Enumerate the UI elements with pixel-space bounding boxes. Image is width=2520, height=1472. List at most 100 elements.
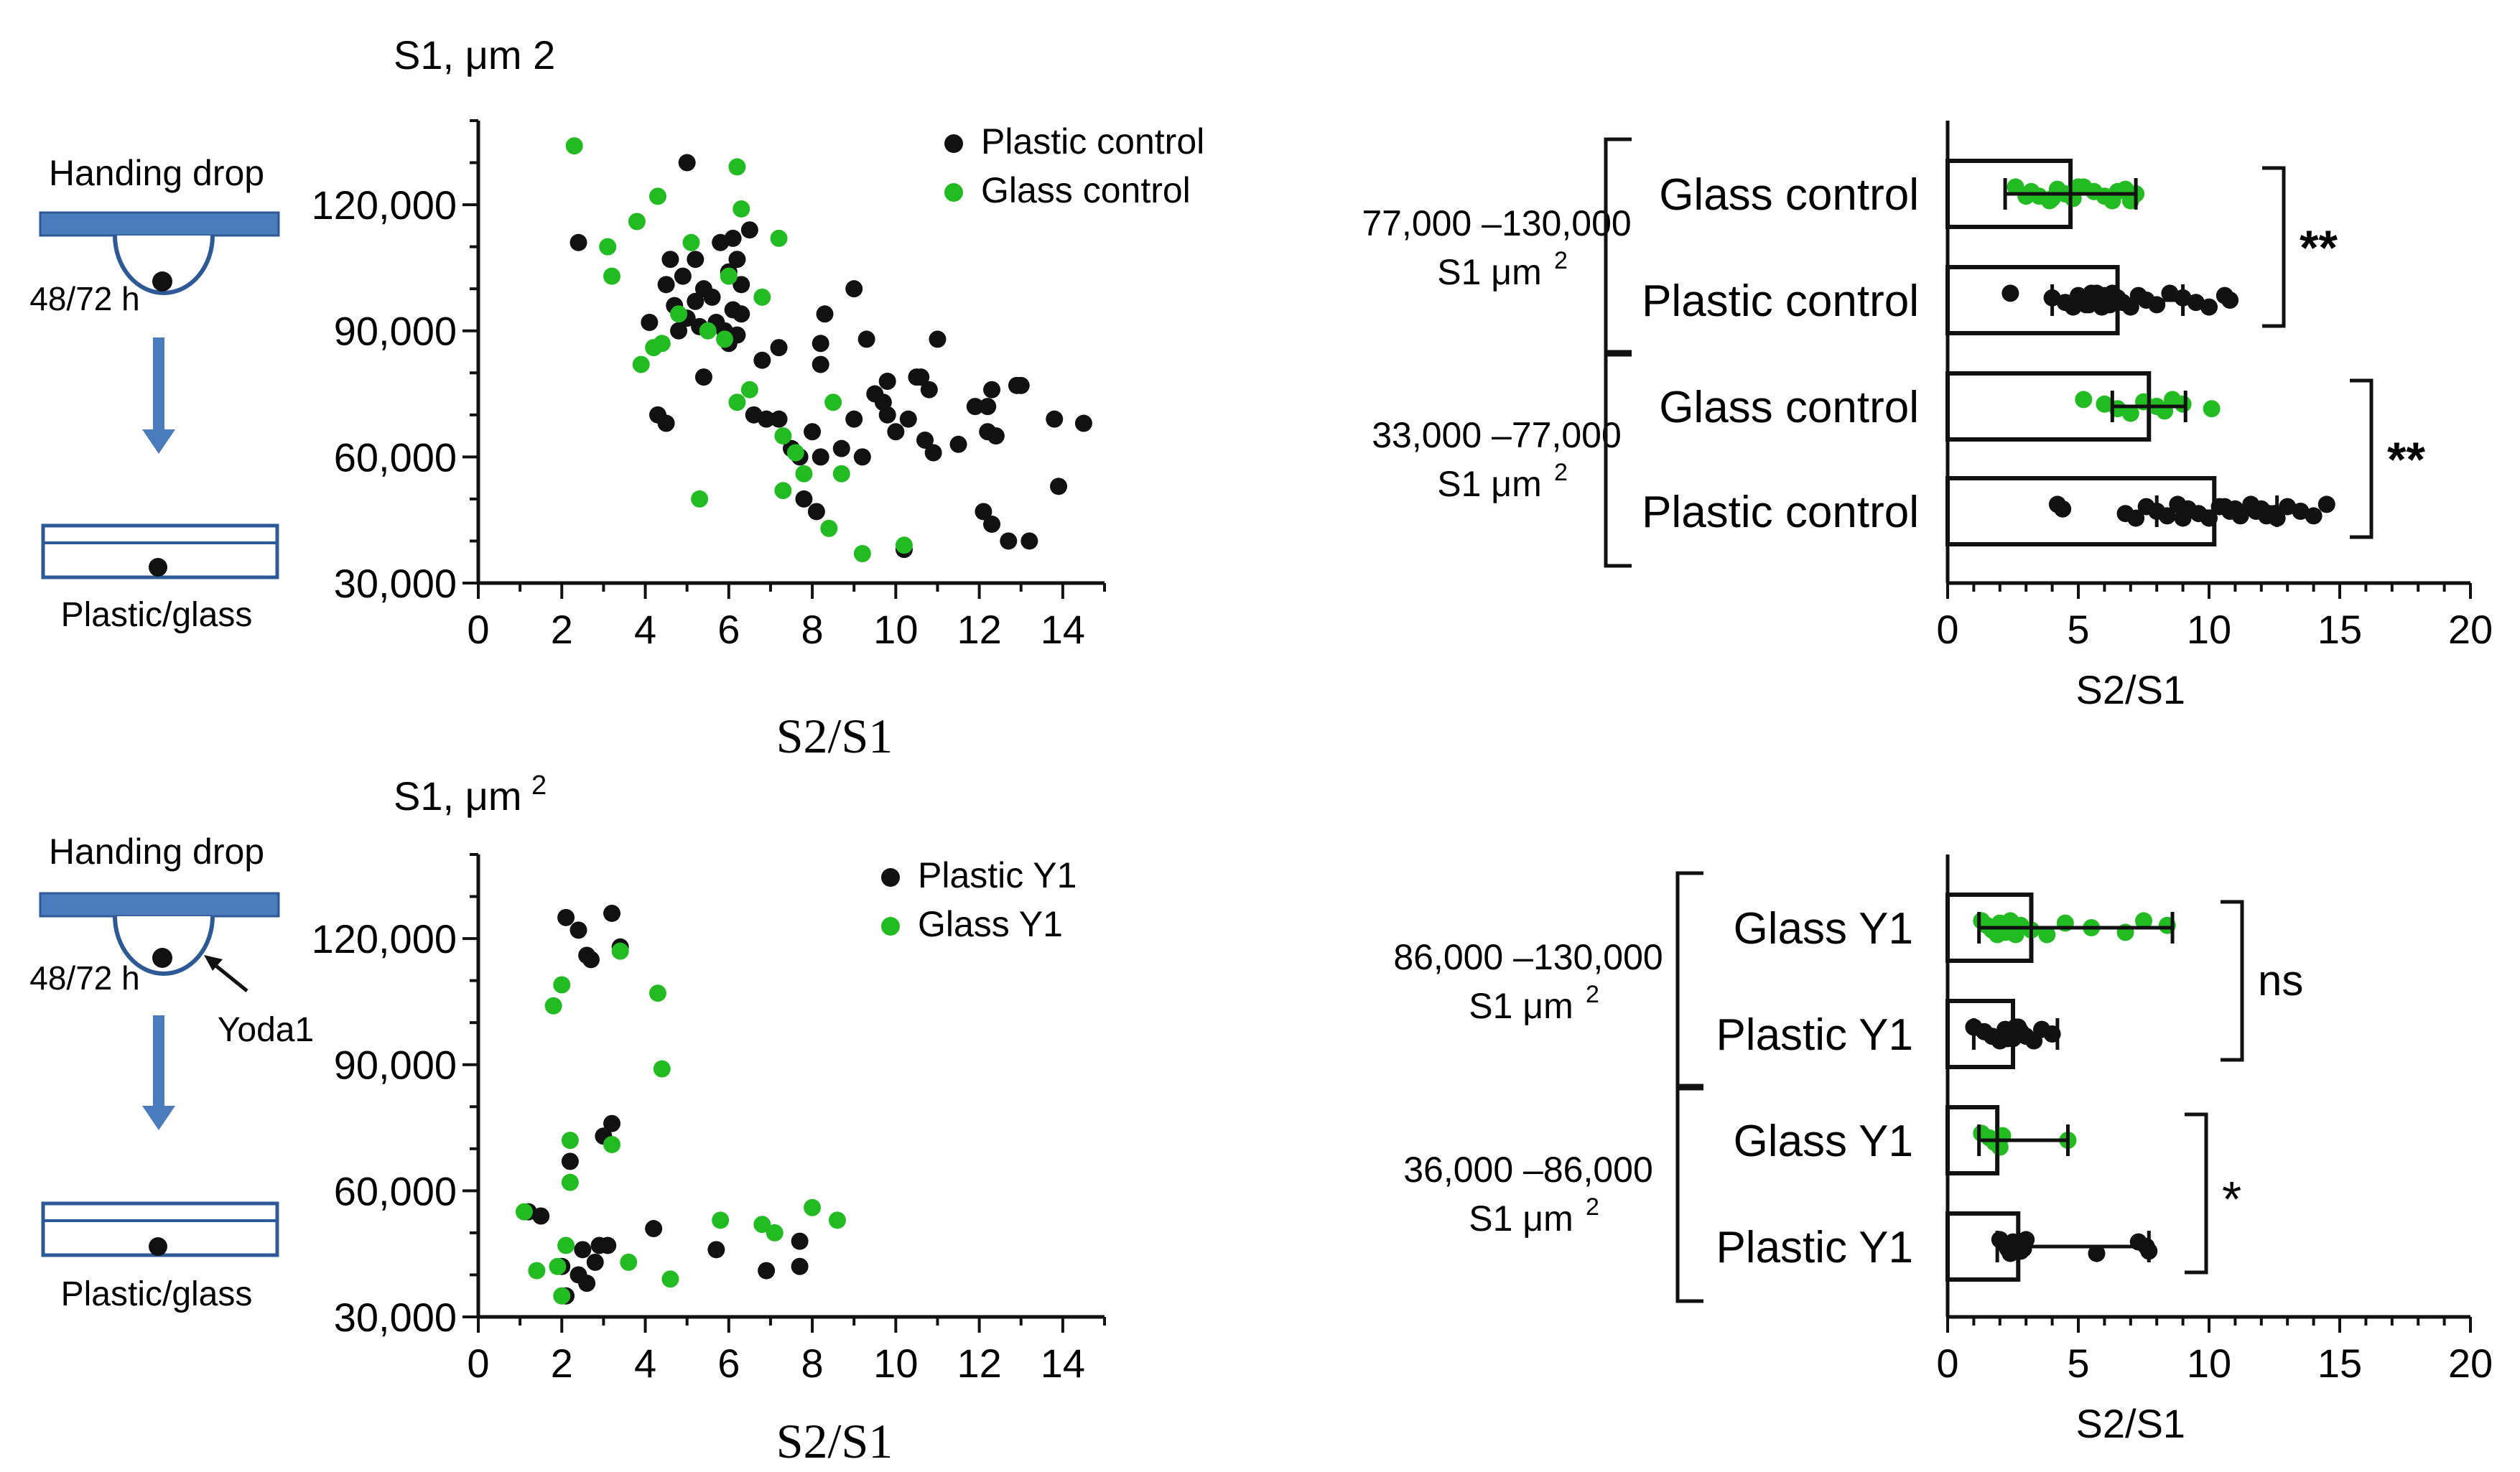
bar-point: [1996, 1235, 2014, 1253]
plated-cell: [149, 558, 167, 577]
scatter-point: [899, 410, 917, 428]
scatter-point: [561, 1132, 579, 1150]
y-tick-label: 120,000: [312, 182, 457, 228]
scatter-point: [648, 984, 666, 1002]
scatter-point: [528, 1262, 546, 1280]
y-tick-label: 30,000: [334, 1295, 457, 1340]
scatter-point: [816, 305, 834, 323]
scatter-point: [674, 267, 692, 285]
scatter-point: [544, 997, 562, 1015]
scatter-point: [878, 406, 896, 424]
scatter-point: [845, 410, 863, 428]
scatter-point: [557, 908, 575, 926]
significance-bracket: [2350, 378, 2373, 539]
scatter-point: [983, 516, 1001, 534]
scatter-point: [983, 381, 1001, 399]
scatter-point: [770, 410, 788, 428]
bar-point: [2054, 500, 2072, 518]
scatter-point: [804, 423, 822, 441]
y-tick-label: 60,000: [334, 434, 457, 480]
scatter-point: [733, 276, 750, 294]
x-tick-label: 14: [1041, 1341, 1085, 1386]
group-unit-label: S1 μm: [1437, 464, 1542, 504]
substrate-label: Plastic/glass: [61, 1275, 253, 1313]
scatter-point: [812, 335, 829, 353]
category-label: Glass Y1: [1734, 904, 1913, 954]
plated-cell: [149, 1237, 167, 1256]
scatter-point: [812, 355, 829, 373]
group-range-label: 77,000 –130,000: [1362, 203, 1631, 243]
x-axis-title: S2/S1: [776, 1414, 893, 1468]
scatter-point: [795, 490, 813, 508]
scatter-point: [687, 251, 705, 269]
scatter-point: [641, 314, 659, 332]
significance-label: *: [2222, 1171, 2241, 1227]
x-tick-label: 10: [873, 1341, 918, 1386]
y-tick-label: 90,000: [334, 309, 457, 354]
x-tick-label: 6: [717, 1341, 740, 1386]
scatter-point: [912, 368, 930, 386]
legend-marker: [881, 917, 900, 936]
group-unit-label: S1 μm: [1469, 1198, 1573, 1239]
scatter-point: [561, 1173, 579, 1191]
scatter-point: [845, 280, 863, 298]
scatter-point: [565, 137, 583, 155]
scatter-point: [578, 1275, 596, 1292]
scatter-point: [715, 330, 733, 348]
scatter-point: [599, 238, 617, 256]
scatter-point: [733, 305, 750, 323]
category-label: Glass Y1: [1734, 1117, 1913, 1166]
x-tick-label: 5: [2067, 607, 2089, 652]
x-tick-label: 14: [1041, 607, 1085, 652]
x-tick-label: 4: [634, 1341, 656, 1386]
schematic-bottom: Handing drop 48/72 h Yoda1 Plastic/glass: [29, 832, 314, 1313]
scatter-point: [670, 322, 688, 340]
group-unit-sup: 2: [1586, 981, 1599, 1008]
scatter-point: [1000, 532, 1018, 550]
bar-chart-y1: 0 5 10 15 20 S2/S1 Glass Y1 Plastic Y1 Glass Y1 P…: [1393, 854, 2493, 1446]
scatter-point: [703, 288, 721, 306]
schematic-title: Handing drop: [49, 153, 264, 193]
bar-point: [2305, 507, 2323, 525]
x-tick-label: 0: [467, 607, 489, 652]
scatter-point: [620, 1253, 638, 1271]
x-tick-label: 0: [467, 1341, 489, 1386]
scatter-point: [653, 335, 671, 353]
group-bracket: [1675, 871, 1703, 1091]
scatter-point: [724, 229, 742, 247]
scatter-point: [699, 322, 717, 340]
legend-marker: [944, 134, 963, 153]
scatter-point: [561, 1152, 579, 1170]
scatter-point: [720, 267, 738, 285]
y-axis-title: S1, μm 2: [394, 32, 555, 78]
bar: [1945, 371, 2152, 442]
x-axis-title: S2/S1: [776, 709, 893, 763]
scatter-point: [532, 1207, 550, 1225]
substrate-label: Plastic/glass: [61, 596, 253, 634]
scatter-point: [766, 1224, 784, 1242]
scatter-point: [753, 288, 771, 306]
scatter-point: [569, 921, 587, 939]
category-label: Plastic Y1: [1716, 1223, 1913, 1272]
scatter-point: [728, 251, 746, 269]
bar-point: [2106, 289, 2124, 307]
y-axis-title: S1, μm: [394, 773, 522, 819]
agent-label: Yoda1: [218, 1011, 314, 1049]
scatter-point: [553, 1287, 571, 1305]
x-tick-label: 10: [2187, 607, 2231, 652]
scatter-point: [574, 1241, 592, 1259]
group-range-label: 33,000 –77,000: [1372, 415, 1622, 455]
scatter-point: [807, 503, 825, 521]
scatter-point: [728, 393, 746, 411]
scatter-point: [645, 1220, 663, 1238]
bar-point: [2317, 495, 2335, 513]
scatter-point: [687, 292, 705, 310]
bar-point: [2127, 509, 2145, 527]
scatter-point: [828, 1211, 846, 1229]
scatter-point: [648, 187, 666, 205]
x-tick-label: 0: [1936, 1341, 1958, 1386]
x-tick-label: 5: [2067, 1341, 2089, 1386]
bar-point: [2221, 292, 2239, 309]
scatter-point: [1050, 478, 1068, 495]
